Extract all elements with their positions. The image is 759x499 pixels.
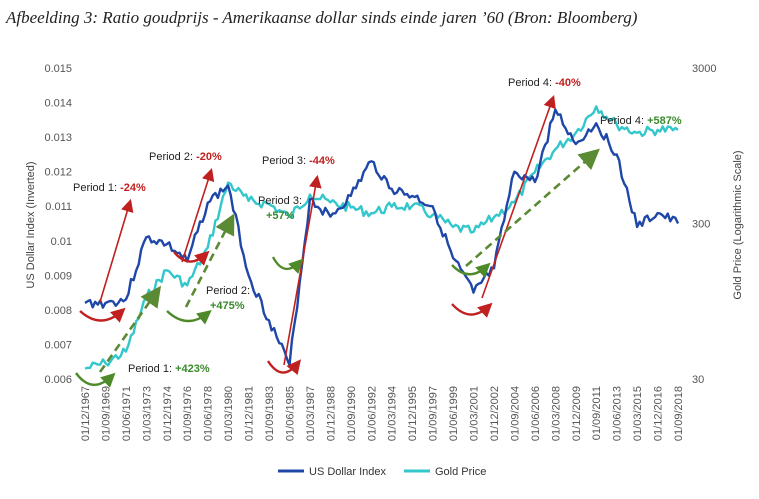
period2-red-arrow xyxy=(181,167,215,263)
left-tick-label: 0.015 xyxy=(44,63,72,75)
x-tick-label: 01/09/1990 xyxy=(346,386,358,441)
left-tick-label: 0.013 xyxy=(44,132,72,144)
left-tick-label: 0.01 xyxy=(51,236,72,248)
red-turn-marker-1 xyxy=(79,307,126,323)
x-tick-label: 01/09/2011 xyxy=(591,386,603,440)
turning-point-markers xyxy=(75,250,493,388)
x-tick-label: 01/09/1997 xyxy=(428,386,440,441)
legend: US Dollar Index Gold Price xyxy=(278,466,486,478)
period4-green-arrow xyxy=(465,148,600,267)
x-tick-label: 01/12/2009 xyxy=(571,386,583,441)
x-tick-label: 01/12/1981 xyxy=(244,386,256,441)
period4-red-arrow xyxy=(481,94,556,299)
right-tick-label: 30 xyxy=(692,374,704,386)
x-tick-label: 01/03/2008 xyxy=(550,386,562,441)
period1-green-arrow xyxy=(98,285,162,373)
x-tick-label: 01/06/1985 xyxy=(284,386,296,441)
x-tick-label: 01/06/2013 xyxy=(612,386,624,441)
annotation-red-period-1: Period 1: -24% xyxy=(73,182,146,194)
x-tick-label: 01/03/1994 xyxy=(387,386,399,441)
figure-caption: Afbeelding 3: Ratio goudprijs - Amerikaa… xyxy=(6,8,638,27)
x-tick-label: 01/03/1980 xyxy=(223,386,235,441)
period1-red-arrow xyxy=(99,198,134,303)
x-tick-label: 01/06/2006 xyxy=(530,386,542,441)
annotation-green-period-2-value: +475% xyxy=(210,300,245,312)
period2-green-arrow xyxy=(184,213,235,308)
dollar-period-arrows xyxy=(99,94,556,366)
x-tick-label: 01/09/2004 xyxy=(509,386,521,441)
left-tick-label: 0.011 xyxy=(45,201,72,213)
x-tick-label: 01/03/2001 xyxy=(469,386,481,441)
x-tick-label: 01/09/2018 xyxy=(673,386,685,441)
right-axis-ticks: 3000 300 30 xyxy=(692,63,716,386)
x-tick-label: 01/03/1987 xyxy=(305,386,317,441)
gold-price-line xyxy=(84,105,679,370)
annotation-red-period-4: Period 4: -40% xyxy=(508,77,581,89)
x-tick-label: 01/06/1978 xyxy=(203,386,215,441)
annotation-red-period-3: Period 3: -44% xyxy=(262,155,335,167)
x-tick-label: 01/03/1973 xyxy=(141,386,153,441)
red-turn-marker-4 xyxy=(451,302,493,318)
left-tick-label: 0.012 xyxy=(44,167,72,179)
x-axis-ticks: 01/12/1967 01/09/1969 01/06/1971 01/03/1973… xyxy=(80,386,685,441)
x-tick-label: 01/12/1974 xyxy=(162,386,174,441)
x-tick-label: 01/12/2016 xyxy=(653,386,665,441)
green-turn-marker-4 xyxy=(451,262,491,278)
red-turn-marker-2 xyxy=(173,250,210,266)
y2-axis-label: Gold Price (Logarithmic Scale) xyxy=(732,150,744,299)
green-turn-marker-3 xyxy=(271,256,304,274)
period-annotations: Period 1: -24% Period 2: -20% Period 3: … xyxy=(73,77,682,375)
x-tick-label: 01/12/1988 xyxy=(325,386,337,441)
x-tick-label: 01/06/1999 xyxy=(448,386,460,441)
left-tick-label: 0.009 xyxy=(44,270,72,282)
gold-period-arrows xyxy=(98,148,600,373)
legend-label-usd: US Dollar Index xyxy=(309,466,387,478)
x-tick-label: 01/09/1983 xyxy=(264,386,276,441)
annotation-green-period-3-label: Period 3: xyxy=(258,195,302,207)
x-tick-label: 01/06/1992 xyxy=(366,386,378,441)
left-axis-ticks: 0.015 0.014 0.013 0.012 0.011 0.01 0.009 0.008 0… xyxy=(44,63,72,386)
annotation-green-period-1: Period 1: +423% xyxy=(128,363,210,375)
annotation-green-period-2-label: Period 2: xyxy=(206,285,250,297)
x-tick-label: 01/12/1967 xyxy=(80,386,92,441)
green-turn-marker-1 xyxy=(75,372,116,388)
green-turn-marker-2 xyxy=(166,309,212,325)
y-axis-label: US Dollar Index (Inverted) xyxy=(25,161,37,288)
x-tick-label: 01/09/1969 xyxy=(100,386,112,441)
annotation-green-period-2: Period 2: +475% xyxy=(206,285,250,312)
annotation-green-period-3: Period 3: +57% xyxy=(258,195,302,222)
legend-label-gold: Gold Price xyxy=(435,466,486,478)
x-tick-label: 01/03/2015 xyxy=(632,386,644,441)
right-tick-label: 300 xyxy=(692,219,710,231)
annotation-green-period-3-value: +57% xyxy=(266,210,295,222)
us-dollar-index-line xyxy=(84,108,680,367)
x-tick-label: 01/12/1995 xyxy=(407,386,419,441)
x-tick-label: 01/06/1971 xyxy=(121,386,133,441)
annotation-red-period-2: Period 2: -20% xyxy=(149,151,222,163)
left-tick-label: 0.008 xyxy=(44,305,72,317)
left-tick-label: 0.014 xyxy=(44,98,72,110)
right-tick-label: 3000 xyxy=(692,63,716,75)
annotation-green-period-4: Period 4: +587% xyxy=(600,115,682,127)
x-tick-label: 01/09/1976 xyxy=(182,386,194,441)
x-tick-label: 01/12/2002 xyxy=(489,386,501,441)
left-tick-label: 0.006 xyxy=(44,374,72,386)
red-turn-marker-3 xyxy=(266,359,302,375)
left-tick-label: 0.007 xyxy=(44,339,72,351)
